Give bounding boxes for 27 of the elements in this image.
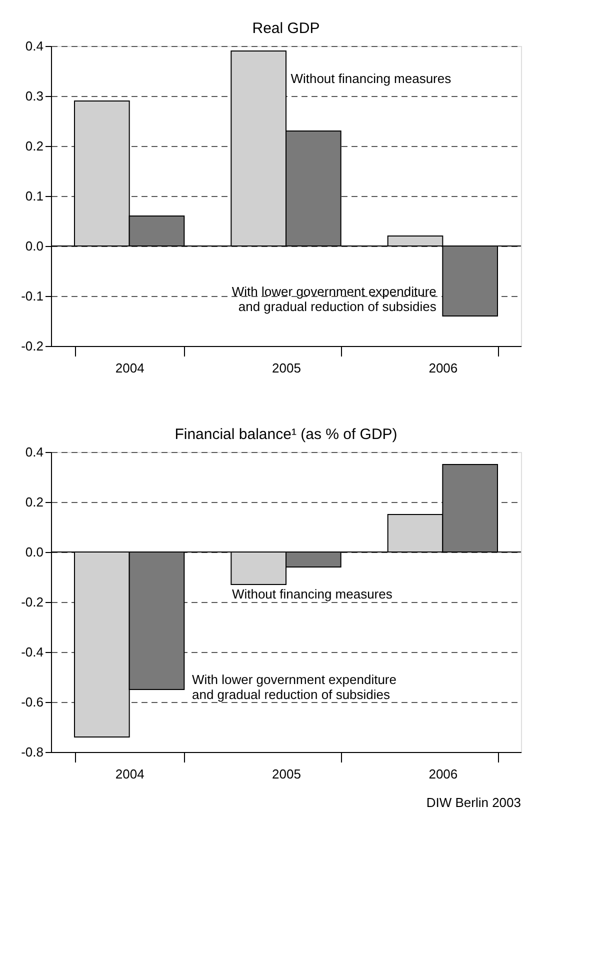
y-tick-label: 0.0 <box>25 544 44 560</box>
y-tick-label: 0.2 <box>25 494 44 510</box>
y-tick-label: -0.2 <box>21 594 44 610</box>
x-tick-label: 2005 <box>272 360 301 376</box>
x-tick-label: 2006 <box>428 766 458 782</box>
y-tick-label: 0.4 <box>25 444 44 460</box>
x-tick-label: 2004 <box>115 360 144 376</box>
y-tick-label: -0.8 <box>21 744 44 760</box>
series-label: With lower government expenditure and gradual reduction of subsidies <box>232 284 437 314</box>
x-tick-label: 2004 <box>115 766 144 782</box>
text: DIW Berlin 2003 <box>426 795 521 810</box>
y-tick-label: 0.1 <box>25 188 44 204</box>
y-tick-label: 0.2 <box>25 138 44 154</box>
x-tick-label: 2005 <box>272 766 301 782</box>
series-label: Without financing measures <box>232 586 393 602</box>
y-tick-label: -0.1 <box>21 288 44 304</box>
chart-title: Financial balance¹ (as % of GDP) <box>174 426 398 443</box>
y-tick-label: 0.3 <box>25 88 44 104</box>
series-label: Without financing measures <box>290 71 452 86</box>
chart-title: Real GDP <box>252 20 320 37</box>
y-tick-label: 0.4 <box>25 38 44 54</box>
y-tick-label: 0.0 <box>25 238 44 254</box>
y-tick-label: -0.6 <box>21 694 44 710</box>
y-tick-label: -0.2 <box>21 338 44 354</box>
x-tick-label: 2006 <box>428 360 458 376</box>
series-label: With lower government expenditure and gradual reduction of subsidies <box>192 672 396 702</box>
y-tick-label: -0.4 <box>21 644 44 660</box>
